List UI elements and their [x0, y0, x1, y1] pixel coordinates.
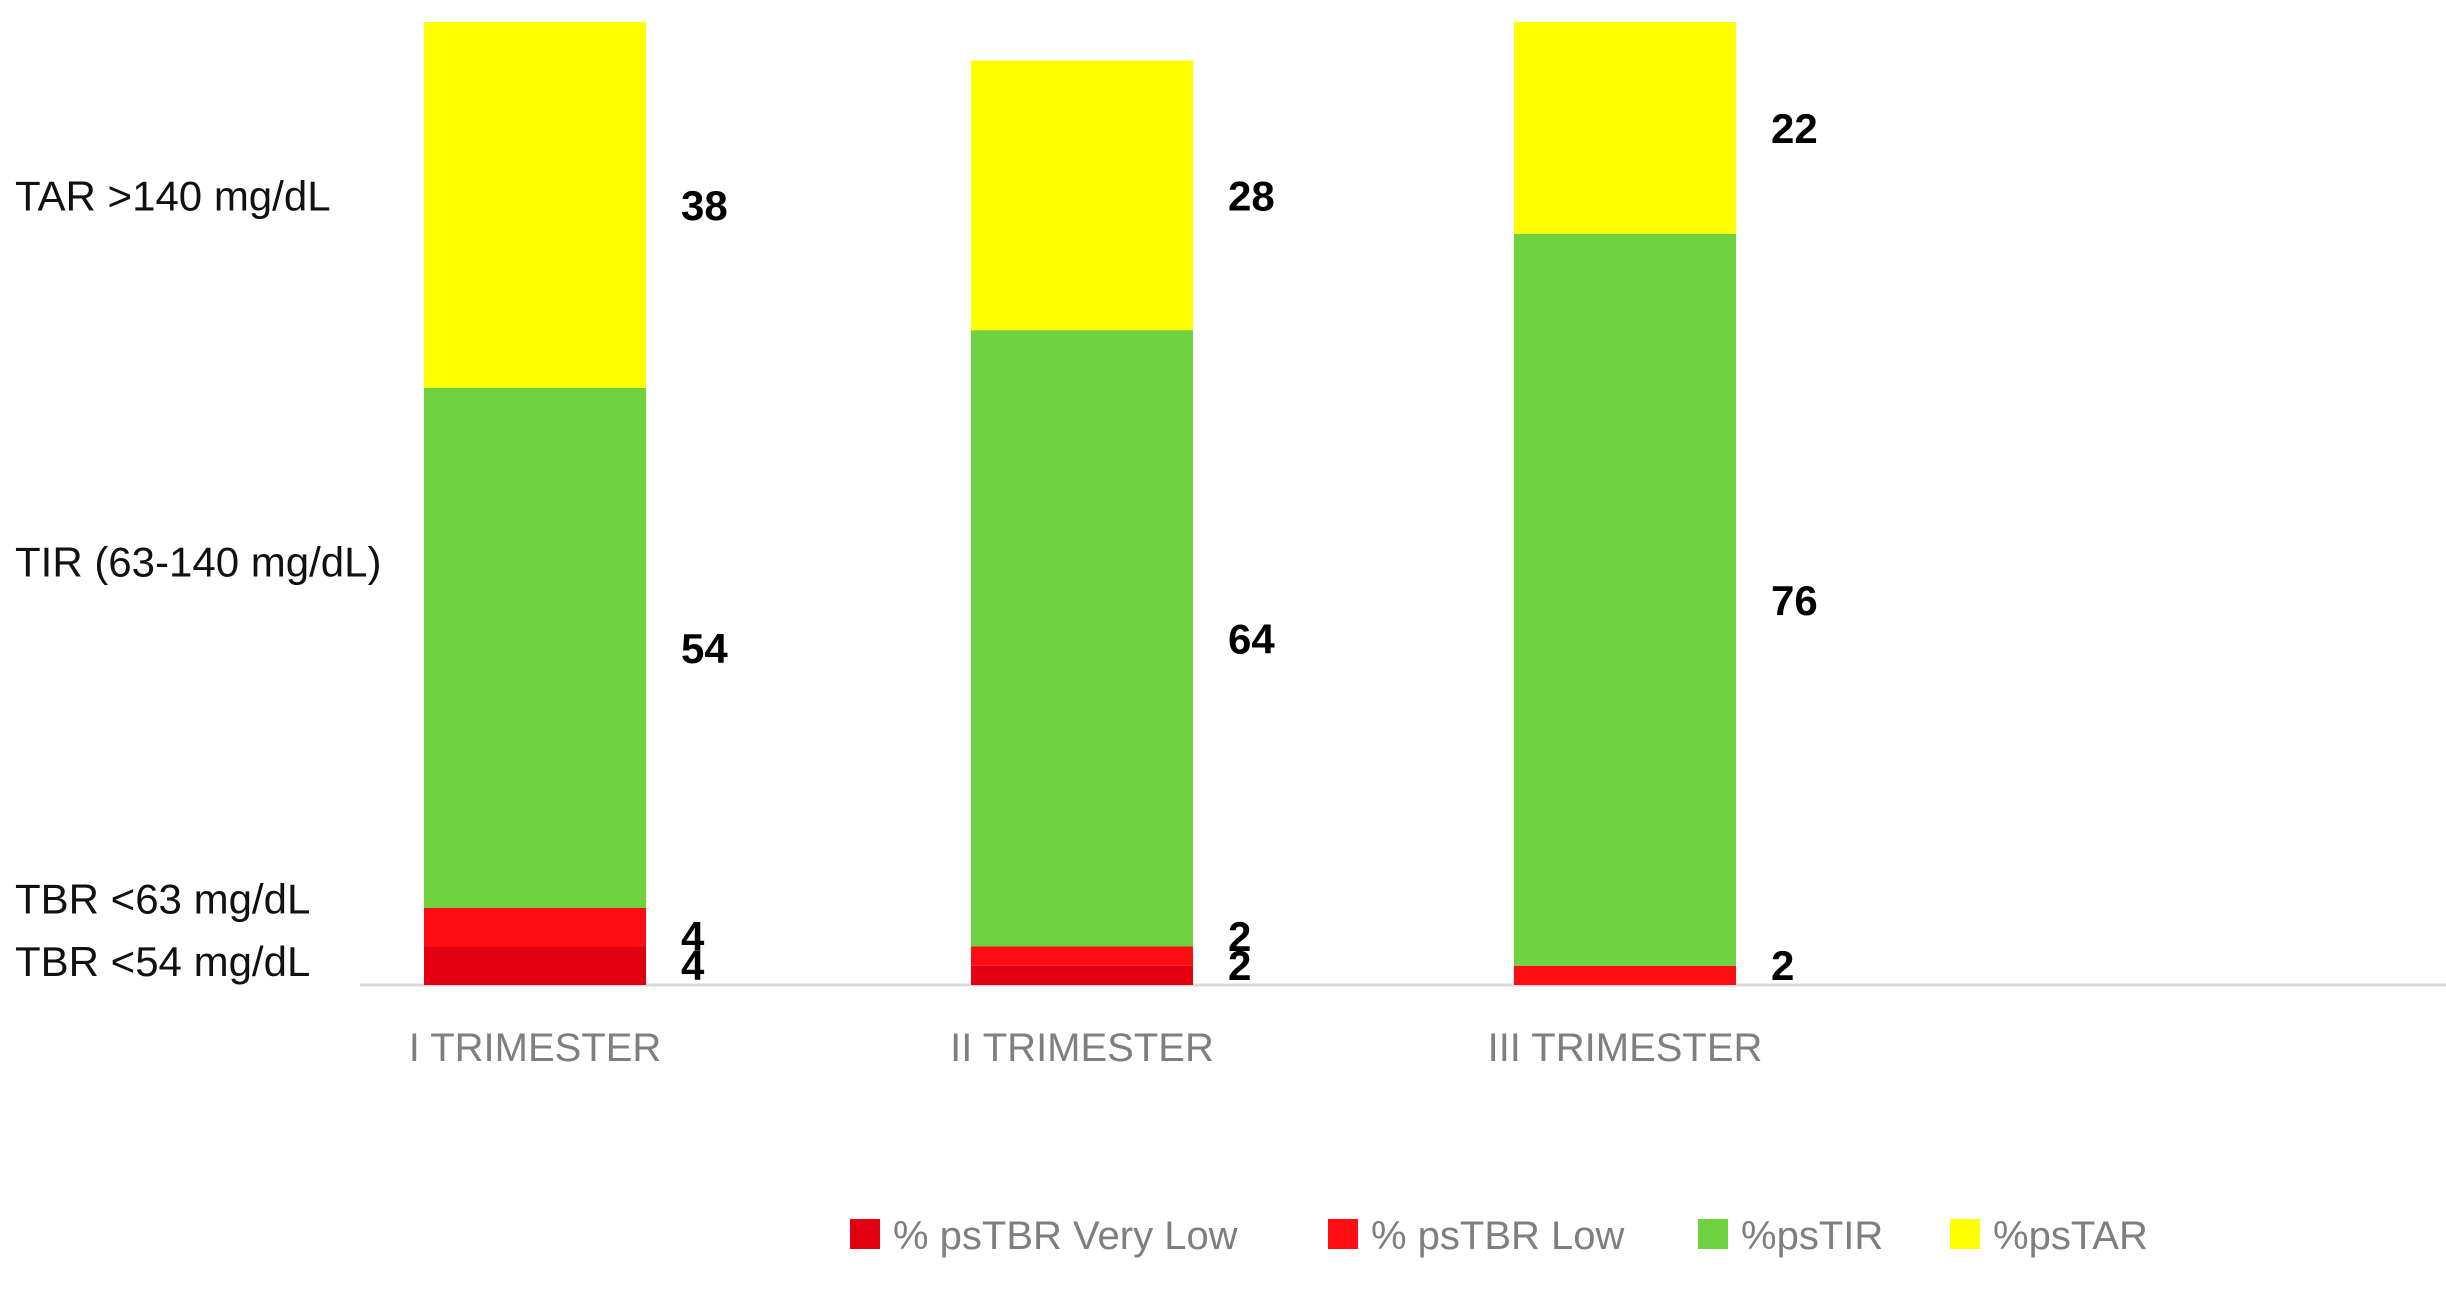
legend-swatch-4 — [1950, 1219, 1980, 1249]
row-label-4: TBR <54 mg/dL — [15, 938, 310, 985]
bar-segment-2-3 — [971, 330, 1193, 947]
bar-segment-3-3 — [1514, 233, 1736, 966]
data-label-3-4: 22 — [1771, 105, 1818, 152]
data-label-3-2: 2 — [1771, 942, 1794, 989]
data-label-2-4: 28 — [1228, 172, 1275, 219]
legend-label-1: % psTBR Very Low — [893, 1214, 1238, 1258]
row-labels: TAR >140 mg/dL TIR (63-140 mg/dL) TBR <63 … — [15, 172, 381, 985]
data-label-2-3: 64 — [1228, 615, 1275, 662]
legend-label-3: %psTIR — [1741, 1214, 1883, 1258]
legend-label-4: %psTAR — [1993, 1214, 2148, 1258]
legend-swatch-1 — [850, 1219, 880, 1249]
bar-segment-2-1 — [971, 965, 1193, 985]
bars — [424, 22, 1736, 985]
legend-swatch-2 — [1328, 1219, 1358, 1249]
row-label-1: TAR >140 mg/dL — [15, 172, 331, 219]
category-label-2: II TRIMESTER — [950, 1026, 1214, 1070]
row-label-2: TIR (63-140 mg/dL) — [15, 538, 381, 585]
data-label-2-2: 2 — [1228, 913, 1251, 960]
bar-segment-2-2 — [971, 946, 1193, 966]
legend: % psTBR Very Low % psTBR Low %psTIR %psTAR — [850, 1214, 2148, 1258]
legend-label-2: % psTBR Low — [1371, 1214, 1625, 1258]
bar-segment-2-4 — [971, 60, 1193, 331]
bar-segment-1-3 — [424, 387, 646, 908]
data-label-1-3: 54 — [681, 625, 728, 672]
data-label-1-1: 4 — [681, 942, 705, 989]
legend-swatch-3 — [1698, 1219, 1728, 1249]
data-label-1-4: 38 — [681, 182, 728, 229]
row-label-3: TBR <63 mg/dL — [15, 875, 310, 922]
data-label-2-1: 2 — [1228, 942, 1251, 989]
data-label-1-2: 4 — [681, 913, 705, 960]
bar-segment-3-4 — [1514, 22, 1736, 234]
bar-segment-1-2 — [424, 907, 646, 947]
data-label-3-3: 76 — [1771, 577, 1818, 624]
bar-segment-3-2 — [1514, 965, 1736, 985]
bar-segment-1-1 — [424, 946, 646, 985]
category-label-1: I TRIMESTER — [409, 1026, 662, 1070]
bar-segment-1-4 — [424, 22, 646, 388]
category-label-3: III TRIMESTER — [1488, 1026, 1763, 1070]
category-labels: I TRIMESTER II TRIMESTER III TRIMESTER — [409, 1026, 1763, 1070]
